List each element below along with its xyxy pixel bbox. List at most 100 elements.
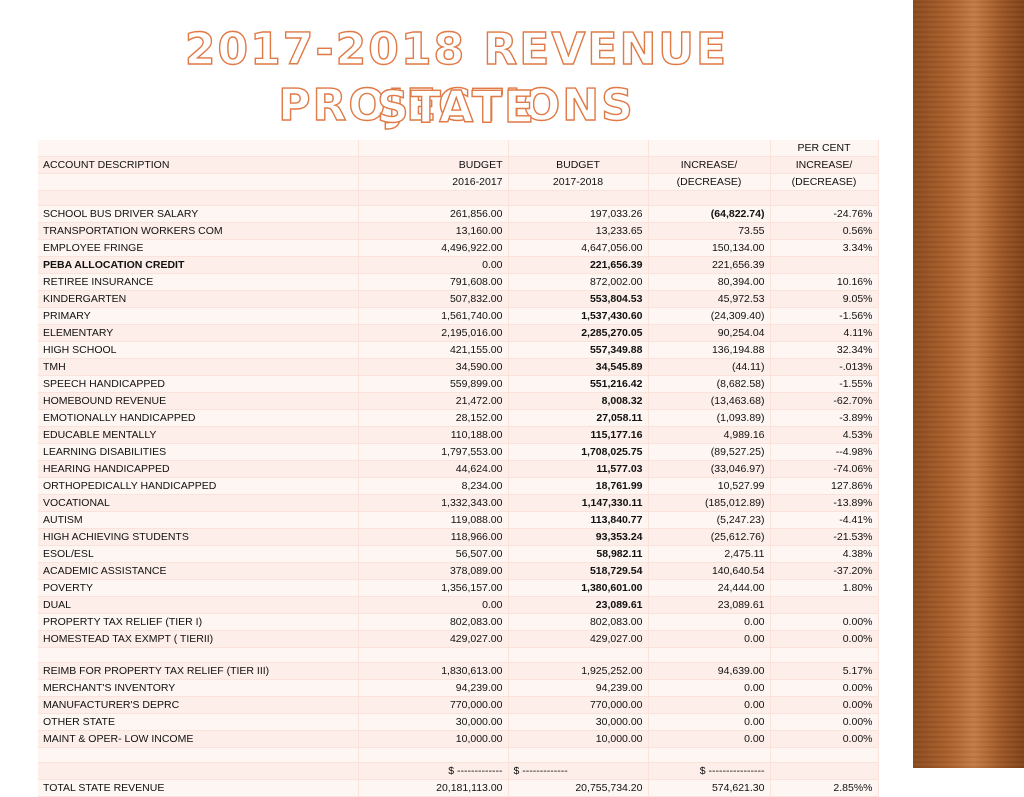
- account-description: EMOTIONALLY HANDICAPPED: [38, 409, 359, 427]
- budget-2017-rule: $ -------------: [508, 762, 649, 780]
- percent-change-value: -74.06%: [770, 460, 879, 478]
- increase-value: 140,640.54: [648, 562, 771, 580]
- spacer-row: [38, 647, 879, 663]
- budget-2017-value: 872,002.00: [508, 273, 649, 291]
- budget-2016-value: 2,195,016.00: [358, 324, 509, 342]
- increase-value: (33,046.97): [648, 460, 771, 478]
- budget-2017-value: 18,761.99: [508, 477, 649, 495]
- increase-value: 0.00: [648, 730, 771, 748]
- percent-change-value: 9.05%: [770, 290, 879, 308]
- budget-2017-value: 2,285,270.05: [508, 324, 649, 342]
- budget-2016-value: 94,239.00: [358, 679, 509, 697]
- account-description: OTHER STATE: [38, 713, 359, 731]
- table-row: TMH 34,590.00 34,545.89 (44.11) -.013%: [38, 358, 879, 376]
- budget-2016-value: 8,234.00: [358, 477, 509, 495]
- budget-2016-value: 791,608.00: [358, 273, 509, 291]
- budget-2016-value: 30,000.00: [358, 713, 509, 731]
- increase-value: (1,093.89): [648, 409, 771, 427]
- budget-2017-value: 1,380,601.00: [508, 579, 649, 597]
- table-row: OTHER STATE 30,000.00 30,000.00 0.00 0.00%: [38, 713, 879, 731]
- account-description: ACADEMIC ASSISTANCE: [38, 562, 359, 580]
- decorative-side-panel: [913, 0, 1024, 768]
- increase-value: 94,639.00: [648, 662, 771, 680]
- table-row: KINDERGARTEN 507,832.00 553,804.53 45,972.5…: [38, 290, 879, 308]
- total-budget-2017: 20,755,734.20: [508, 779, 649, 797]
- budget-2017-value: 1,147,330.11: [508, 494, 649, 512]
- account-description-header: ACCOUNT DESCRIPTION: [38, 156, 359, 174]
- budget-2016-value: 34,590.00: [358, 358, 509, 376]
- increase-header: INCREASE/: [648, 156, 771, 174]
- percent-change-value: 32.34%: [770, 341, 879, 359]
- spacer-row: [38, 747, 879, 763]
- percent-change-value: 0.00%: [770, 713, 879, 731]
- budget-2016-value: 421,155.00: [358, 341, 509, 359]
- budget-2016-value: 13,160.00: [358, 222, 509, 240]
- budget-2016-value: 56,507.00: [358, 545, 509, 563]
- increase-value: 2,475.11: [648, 545, 771, 563]
- budget-2017-value: 1,537,430.60: [508, 307, 649, 325]
- increase-value: 0.00: [648, 696, 771, 714]
- table-row: HOMEBOUND REVENUE 21,472.00 8,008.32 (13,46…: [38, 392, 879, 410]
- increase-value: 23,089.61: [648, 596, 771, 614]
- budget-2016-value: 802,083.00: [358, 613, 509, 631]
- budget-2017-value: 802,083.00: [508, 613, 649, 631]
- budget-2016-value: 44,624.00: [358, 460, 509, 478]
- budget-2017-value: 94,239.00: [508, 679, 649, 697]
- percent-change-value: -24.76%: [770, 205, 879, 223]
- budget-2017-value: 553,804.53: [508, 290, 649, 308]
- increase-rule: $ ----------------: [648, 762, 771, 780]
- pct-decrease-header: (DECREASE): [770, 173, 879, 191]
- account-description: PROPERTY TAX RELIEF (TIER I): [38, 613, 359, 631]
- account-description: HEARING HANDICAPPED: [38, 460, 359, 478]
- percent-change-value: -37.20%: [770, 562, 879, 580]
- percent-change-value: -.013%: [770, 358, 879, 376]
- table-row: HOMESTEAD TAX EXMPT ( TIERII) 429,027.00 4…: [38, 630, 879, 648]
- account-description: MAINT & OPER- LOW INCOME: [38, 730, 359, 748]
- table-row: POVERTY 1,356,157.00 1,380,601.00 24,444.00…: [38, 579, 879, 597]
- increase-value: 90,254.04: [648, 324, 771, 342]
- increase-value: 136,194.88: [648, 341, 771, 359]
- budget-2017-value: 551,216.42: [508, 375, 649, 393]
- budget-2017-value: 34,545.89: [508, 358, 649, 376]
- account-description: POVERTY: [38, 579, 359, 597]
- percent-change-value: 0.56%: [770, 222, 879, 240]
- table-row: EDUCABLE MENTALLY 110,188.00 115,177.16 4,9…: [38, 426, 879, 444]
- budget-2016-value: 1,356,157.00: [358, 579, 509, 597]
- increase-value: 0.00: [648, 713, 771, 731]
- budget-2016-value: 507,832.00: [358, 290, 509, 308]
- budget-2016-value: 0.00: [358, 596, 509, 614]
- increase-value: (44.11): [648, 358, 771, 376]
- percent-change-value: 127.86%: [770, 477, 879, 495]
- budget-2017-value: 770,000.00: [508, 696, 649, 714]
- table-row: HIGH ACHIEVING STUDENTS 118,966.00 93,353.…: [38, 528, 879, 546]
- table-row: VOCATIONAL 1,332,343.00 1,147,330.11 (185,0…: [38, 494, 879, 512]
- spacer-row: [38, 190, 879, 206]
- page-subtitle: STATE: [376, 81, 536, 133]
- budget-2016-value: 770,000.00: [358, 696, 509, 714]
- increase-value: (8,682.58): [648, 375, 771, 393]
- budget-2016-value: 559,899.00: [358, 375, 509, 393]
- account-description: AUTISM: [38, 511, 359, 529]
- increase-value: 80,394.00: [648, 273, 771, 291]
- account-description: TRANSPORTATION WORKERS COM: [38, 222, 359, 240]
- header-row-1: PER CENT: [38, 140, 879, 157]
- increase-value: (5,247.23): [648, 511, 771, 529]
- budget-2016-value: 261,856.00: [358, 205, 509, 223]
- table-row: SPEECH HANDICAPPED 559,899.00 551,216.42 (8…: [38, 375, 879, 393]
- account-description: MANUFACTURER'S DEPRC: [38, 696, 359, 714]
- account-description: LEARNING DISABILITIES: [38, 443, 359, 461]
- budget-2017-value: 557,349.88: [508, 341, 649, 359]
- budget-2016-value: 1,797,553.00: [358, 443, 509, 461]
- table-row: ACADEMIC ASSISTANCE 378,089.00 518,729.54 1…: [38, 562, 879, 580]
- increase-value: 10,527.99: [648, 477, 771, 495]
- percent-change-value: -1.55%: [770, 375, 879, 393]
- table-row: ORTHOPEDICALLY HANDICAPPED 8,234.00 18,761…: [38, 477, 879, 495]
- budget-2016-value: 378,089.00: [358, 562, 509, 580]
- budget-2016-value: 0.00: [358, 256, 509, 274]
- account-description: PRIMARY: [38, 307, 359, 325]
- account-description: VOCATIONAL: [38, 494, 359, 512]
- budget-2016-value: 119,088.00: [358, 511, 509, 529]
- table-row: MERCHANT'S INVENTORY 94,239.00 94,239.00 0.…: [38, 679, 879, 697]
- budget-2017-value: 30,000.00: [508, 713, 649, 731]
- account-description: ORTHOPEDICALLY HANDICAPPED: [38, 477, 359, 495]
